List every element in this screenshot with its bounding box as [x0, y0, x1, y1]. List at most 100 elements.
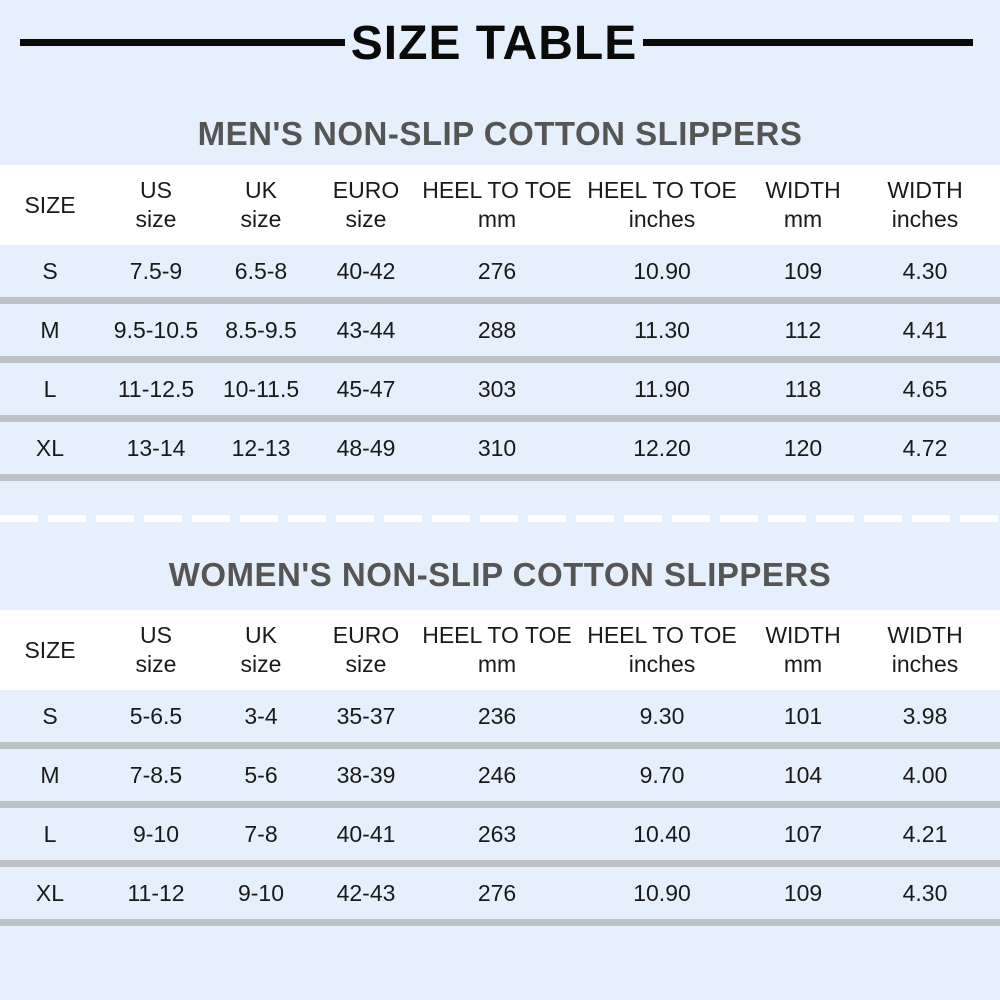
table-row: S 5-6.5 3-4 35-37 236 9.30 101 3.98	[0, 690, 1000, 749]
table-cell: 4.30	[902, 879, 948, 906]
column-header: HEEL TO TOE mm	[417, 165, 577, 245]
table-row: M 9.5-10.5 8.5-9.5 43-44 288 11.30 112 4.41	[0, 304, 1000, 363]
table-cell: 118	[784, 375, 822, 402]
table-cell: 101	[783, 702, 823, 729]
title-rule-left	[20, 39, 345, 46]
table-cell: 6.5-8	[234, 257, 288, 284]
column-header-line1: UK	[245, 622, 277, 648]
column-header: EURO size	[316, 165, 416, 245]
column-header-line1: EURO	[332, 622, 400, 648]
column-header-line2: size	[240, 206, 282, 232]
womens-section-title: WOMEN'S NON-SLIP COTTON SLIPPERS	[168, 556, 832, 593]
table-cell: 4.65	[902, 375, 948, 402]
column-header-line1: SIZE	[24, 636, 76, 663]
table-cell: 4.41	[902, 316, 948, 343]
column-header-line2: inches	[891, 651, 959, 677]
table-cell: 4.00	[902, 761, 948, 788]
table-cell: 3-4	[244, 702, 278, 729]
table-cell: 42-43	[336, 879, 396, 906]
table-cell: 38-39	[336, 761, 396, 788]
womens-size-table: SIZE US size UK size EURO size HEEL TO TOE mm HEE…	[0, 610, 1000, 926]
table-cell: 5-6.5	[129, 702, 183, 729]
table-cell: 4.21	[902, 820, 948, 847]
table-cell: 9-10	[237, 879, 285, 906]
table-cell: 8.5-9.5	[225, 316, 297, 343]
column-header: HEEL TO TOE inches	[577, 610, 747, 690]
table-row: L 11-12.5 10-11.5 45-47 303 11.90 118 4.65	[0, 363, 1000, 422]
table-cell: 288	[477, 316, 517, 343]
table-cell: 12-13	[231, 434, 291, 461]
title-rule-right	[643, 39, 973, 46]
table-cell: 11.90	[634, 375, 690, 402]
column-header-line1: HEEL TO TOE	[422, 177, 572, 203]
table-cell: 9.5-10.5	[113, 316, 199, 343]
table-cell: 45-47	[336, 375, 396, 402]
table-cell: 11.30	[634, 316, 690, 343]
table-cell: 276	[477, 879, 517, 906]
table-cell: XL	[35, 434, 65, 461]
table-cell: 120	[783, 434, 823, 461]
column-header: SIZE	[5, 165, 95, 245]
table-cell: 104	[783, 761, 823, 788]
table-cell: 40-42	[336, 257, 396, 284]
table-cell: 303	[477, 375, 517, 402]
table-row: L 9-10 7-8 40-41 263 10.40 107 4.21	[0, 808, 1000, 867]
column-header-line2: size	[135, 206, 177, 232]
table-cell: 7-8.5	[129, 761, 183, 788]
column-header-line2: size	[240, 651, 282, 677]
table-row: S 7.5-9 6.5-8 40-42 276 10.90 109 4.30	[0, 245, 1000, 304]
table-cell: 5-6	[244, 761, 278, 788]
table-cell: 109	[783, 257, 823, 284]
table-cell: 7.5-9	[129, 257, 183, 284]
column-header: UK size	[211, 610, 311, 690]
column-header-line2: mm	[783, 206, 823, 232]
table-cell: S	[42, 257, 58, 284]
table-cell: 236	[477, 702, 517, 729]
column-header: SIZE	[5, 610, 95, 690]
table-cell: XL	[35, 879, 65, 906]
column-header: US size	[101, 610, 211, 690]
column-header-line1: HEEL TO TOE	[587, 177, 737, 203]
table-cell: 109	[783, 879, 823, 906]
table-cell: 9.30	[639, 702, 685, 729]
table-cell: 9.70	[639, 761, 685, 788]
column-header-line1: WIDTH	[765, 622, 841, 648]
table-cell: 10.90	[633, 257, 691, 284]
column-header-line1: SIZE	[24, 191, 76, 218]
column-header: WIDTH inches	[865, 610, 985, 690]
table-cell: 7-8	[244, 820, 278, 847]
column-header-line1: UK	[245, 177, 277, 203]
table-cell: L	[43, 375, 57, 402]
table-cell: 35-37	[336, 702, 396, 729]
column-header-line2: size	[345, 651, 387, 677]
column-header-line1: HEEL TO TOE	[587, 622, 737, 648]
table-cell: 246	[477, 761, 517, 788]
table-cell: M	[40, 316, 60, 343]
title-bar: SIZE TABLE	[0, 0, 1000, 90]
column-header-line1: US	[140, 177, 172, 203]
column-header-line2: size	[345, 206, 387, 232]
section-divider	[0, 515, 1000, 522]
table-row: M 7-8.5 5-6 38-39 246 9.70 104 4.00	[0, 749, 1000, 808]
table-cell: 4.30	[902, 257, 948, 284]
table-cell: 4.72	[902, 434, 948, 461]
column-header: WIDTH mm	[748, 165, 858, 245]
table-cell: 11-12.5	[117, 375, 195, 402]
column-header-line1: US	[140, 622, 172, 648]
table-cell: 263	[477, 820, 517, 847]
header-row: SIZE US size UK size EURO size HEEL TO TOE mm HEE…	[0, 610, 1000, 690]
table-cell: 11-12	[127, 879, 185, 906]
column-header-line1: HEEL TO TOE	[422, 622, 572, 648]
table-row: XL 11-12 9-10 42-43 276 10.90 109 4.30	[0, 867, 1000, 926]
table-cell: 310	[477, 434, 517, 461]
table-cell: 10-11.5	[222, 375, 300, 402]
table-cell: 9-10	[132, 820, 180, 847]
column-header-line1: WIDTH	[887, 622, 963, 648]
mens-section-title: MEN'S NON-SLIP COTTON SLIPPERS	[197, 115, 803, 152]
table-cell: 276	[477, 257, 517, 284]
page-title: SIZE TABLE	[350, 17, 638, 70]
column-header-line2: size	[135, 651, 177, 677]
table-cell: S	[42, 702, 58, 729]
table-cell: 13-14	[126, 434, 186, 461]
column-header: UK size	[211, 165, 311, 245]
